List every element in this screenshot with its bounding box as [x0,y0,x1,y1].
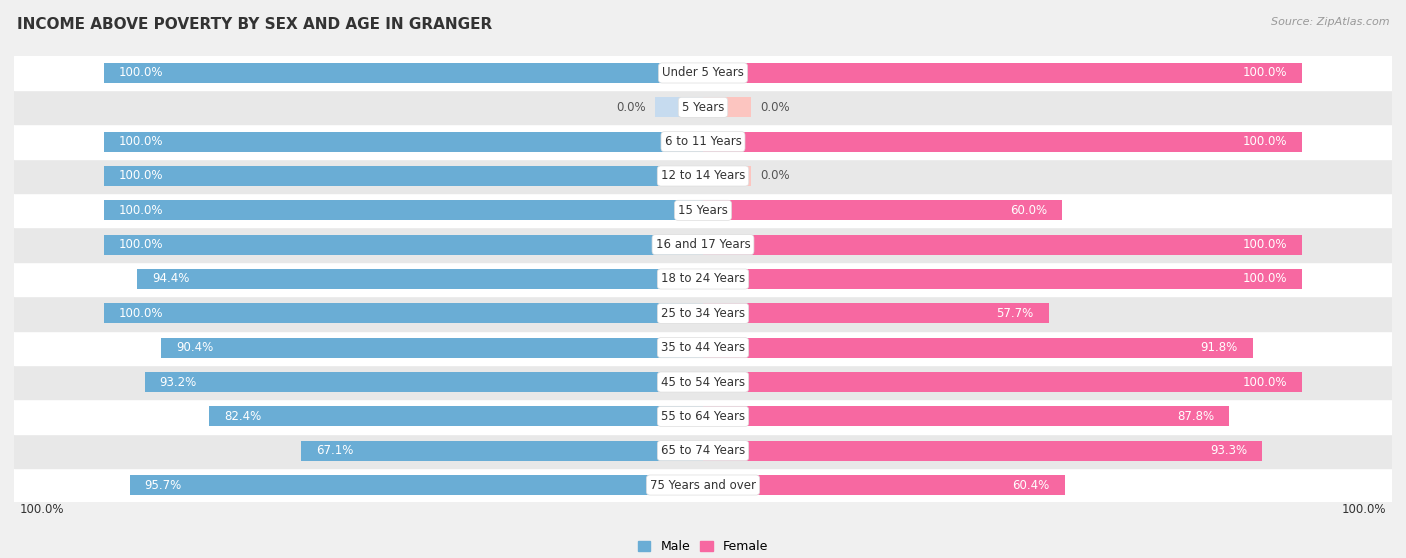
Bar [104,200,703,220]
Bar [14,159,1392,193]
Text: 15 Years: 15 Years [678,204,728,217]
Text: 25 to 34 Years: 25 to 34 Years [661,307,745,320]
Bar [703,97,751,117]
Bar [14,90,1392,124]
Text: 100.0%: 100.0% [1243,66,1286,79]
Bar [104,132,703,152]
Text: Source: ZipAtlas.com: Source: ZipAtlas.com [1271,17,1389,27]
Text: 100.0%: 100.0% [1243,272,1286,286]
Bar [703,304,1049,323]
Text: 100.0%: 100.0% [1341,503,1386,516]
Text: 12 to 14 Years: 12 to 14 Years [661,170,745,182]
Bar [14,262,1392,296]
Bar [138,269,703,289]
Bar [703,406,1229,426]
Text: 18 to 24 Years: 18 to 24 Years [661,272,745,286]
Text: 100.0%: 100.0% [120,307,163,320]
Legend: Male, Female: Male, Female [633,536,773,558]
Bar [703,166,751,186]
Bar [145,372,703,392]
Text: 100.0%: 100.0% [1243,376,1286,388]
Bar [104,166,703,186]
Bar [703,269,1302,289]
Text: 93.3%: 93.3% [1209,444,1247,457]
Bar [703,441,1263,461]
Bar [703,235,1302,254]
Text: 0.0%: 0.0% [759,170,790,182]
Bar [104,304,703,323]
Text: 35 to 44 Years: 35 to 44 Years [661,341,745,354]
Text: 57.7%: 57.7% [997,307,1033,320]
Text: 100.0%: 100.0% [120,170,163,182]
Text: 87.8%: 87.8% [1177,410,1213,423]
Bar [703,372,1302,392]
Bar [655,97,703,117]
Text: 100.0%: 100.0% [1243,135,1286,148]
Text: 90.4%: 90.4% [176,341,214,354]
Text: 67.1%: 67.1% [316,444,353,457]
Bar [14,399,1392,434]
Text: INCOME ABOVE POVERTY BY SEX AND AGE IN GRANGER: INCOME ABOVE POVERTY BY SEX AND AGE IN G… [17,17,492,32]
Text: 100.0%: 100.0% [120,204,163,217]
Bar [104,235,703,254]
Text: 100.0%: 100.0% [120,238,163,251]
Text: 0.0%: 0.0% [759,101,790,114]
Bar [129,475,703,495]
Text: 75 Years and over: 75 Years and over [650,479,756,492]
Text: 91.8%: 91.8% [1201,341,1237,354]
Text: 100.0%: 100.0% [1243,238,1286,251]
Text: 60.0%: 60.0% [1011,204,1047,217]
Bar [14,330,1392,365]
Bar [703,475,1064,495]
Bar [14,193,1392,228]
Bar [209,406,703,426]
Bar [14,468,1392,502]
Bar [301,441,703,461]
Text: 94.4%: 94.4% [152,272,190,286]
Text: 45 to 54 Years: 45 to 54 Years [661,376,745,388]
Text: 95.7%: 95.7% [145,479,181,492]
Bar [14,124,1392,159]
Text: 16 and 17 Years: 16 and 17 Years [655,238,751,251]
Bar [14,228,1392,262]
Bar [703,200,1063,220]
Bar [14,434,1392,468]
Text: 55 to 64 Years: 55 to 64 Years [661,410,745,423]
Text: Under 5 Years: Under 5 Years [662,66,744,79]
Text: 0.0%: 0.0% [616,101,647,114]
Text: 65 to 74 Years: 65 to 74 Years [661,444,745,457]
Bar [703,132,1302,152]
Bar [14,296,1392,330]
Bar [14,56,1392,90]
Text: 93.2%: 93.2% [160,376,197,388]
Bar [104,63,703,83]
Bar [162,338,703,358]
Text: 82.4%: 82.4% [225,410,262,423]
Text: 60.4%: 60.4% [1012,479,1050,492]
Text: 6 to 11 Years: 6 to 11 Years [665,135,741,148]
Text: 100.0%: 100.0% [20,503,65,516]
Text: 100.0%: 100.0% [120,66,163,79]
Text: 100.0%: 100.0% [120,135,163,148]
Bar [703,338,1253,358]
Bar [703,63,1302,83]
Text: 5 Years: 5 Years [682,101,724,114]
Bar [14,365,1392,399]
